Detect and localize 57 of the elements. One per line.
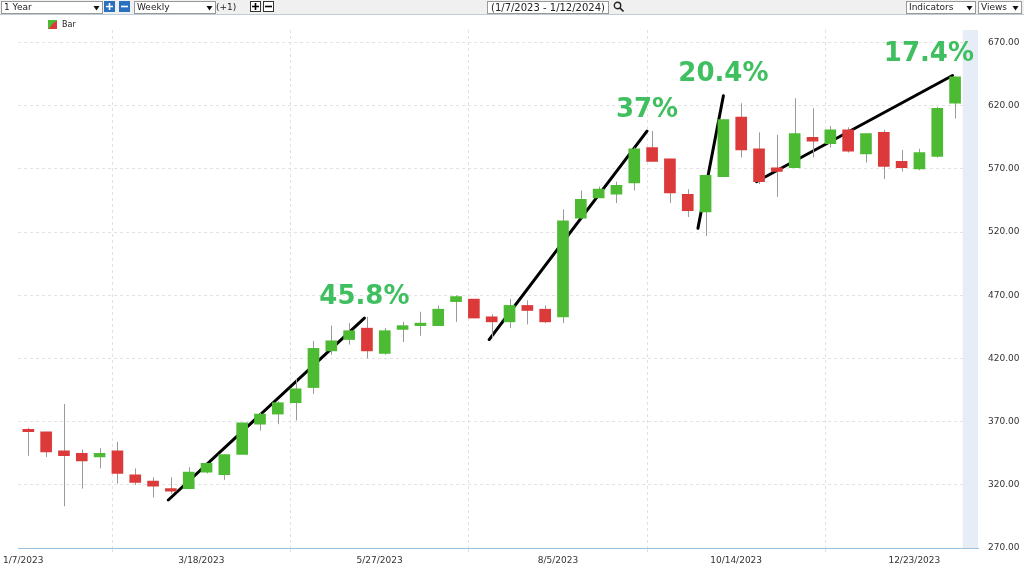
y-tick-label: 620.00 xyxy=(988,100,1020,111)
candlestick xyxy=(111,441,124,485)
text: 1 Year xyxy=(4,2,32,12)
candlestick xyxy=(272,400,284,425)
candlestick xyxy=(361,316,373,359)
text: (+1) xyxy=(216,2,237,12)
candlestick xyxy=(610,181,623,204)
annotation: 17.4% xyxy=(883,37,974,68)
candlestick xyxy=(503,298,516,329)
text: Views xyxy=(981,2,1008,12)
y-tick-label: 370.00 xyxy=(988,416,1020,426)
y-tick-label: 270.00 xyxy=(988,542,1020,553)
x-tick-label: 3/18/2023 xyxy=(178,554,225,565)
candlestick xyxy=(218,454,231,481)
y-tick-label: 570.00 xyxy=(988,163,1020,174)
x-tick-label: 12/23/2023 xyxy=(888,554,941,565)
candlestick xyxy=(485,313,498,339)
x-tick-label: 10/14/2023 xyxy=(710,554,763,565)
candlestick xyxy=(378,327,391,356)
y-tick-label: 520.00 xyxy=(988,226,1020,237)
candlestick xyxy=(771,134,783,198)
candlestick xyxy=(681,188,694,218)
x-tick-label: 1/7/2023 xyxy=(3,554,44,565)
chart-title: (1/7/2023 - 1/12/2024) xyxy=(487,1,609,14)
candlestick xyxy=(574,189,587,219)
candlestick xyxy=(824,125,837,148)
candlestick xyxy=(895,149,908,172)
candlestick xyxy=(289,378,302,421)
candlestick xyxy=(860,133,872,164)
x-tick-label: 8/5/2023 xyxy=(537,554,579,565)
legend-label: Bar xyxy=(62,20,76,29)
annotation: 20.4% xyxy=(678,57,769,88)
text: Weekly xyxy=(137,2,170,12)
y-tick-label: 470.00 xyxy=(988,289,1020,300)
candlestick xyxy=(432,304,445,327)
y-tick-label: 420.00 xyxy=(988,352,1020,363)
text: Indicators xyxy=(909,2,954,12)
candlestick xyxy=(521,299,534,325)
x-tick-label: 5/27/2023 xyxy=(356,554,403,565)
y-tick-label: 670.00 xyxy=(988,36,1020,47)
candlestick xyxy=(343,322,355,346)
candlestick xyxy=(806,107,819,159)
candlestick xyxy=(396,321,409,343)
candlestick xyxy=(842,126,854,154)
candlestick xyxy=(22,427,35,457)
candlestick xyxy=(646,130,658,162)
candlestick xyxy=(913,148,926,171)
candlestick xyxy=(450,294,462,323)
candlestick xyxy=(58,403,70,507)
y-tick-label: 320.00 xyxy=(988,479,1020,490)
candlestick xyxy=(182,466,195,490)
candlestick xyxy=(147,476,159,498)
candlestick xyxy=(325,325,338,356)
annotation: 37% xyxy=(615,92,679,123)
candlestick xyxy=(75,448,88,490)
annotation: 45.8% xyxy=(319,279,410,310)
candlestick xyxy=(40,431,52,458)
